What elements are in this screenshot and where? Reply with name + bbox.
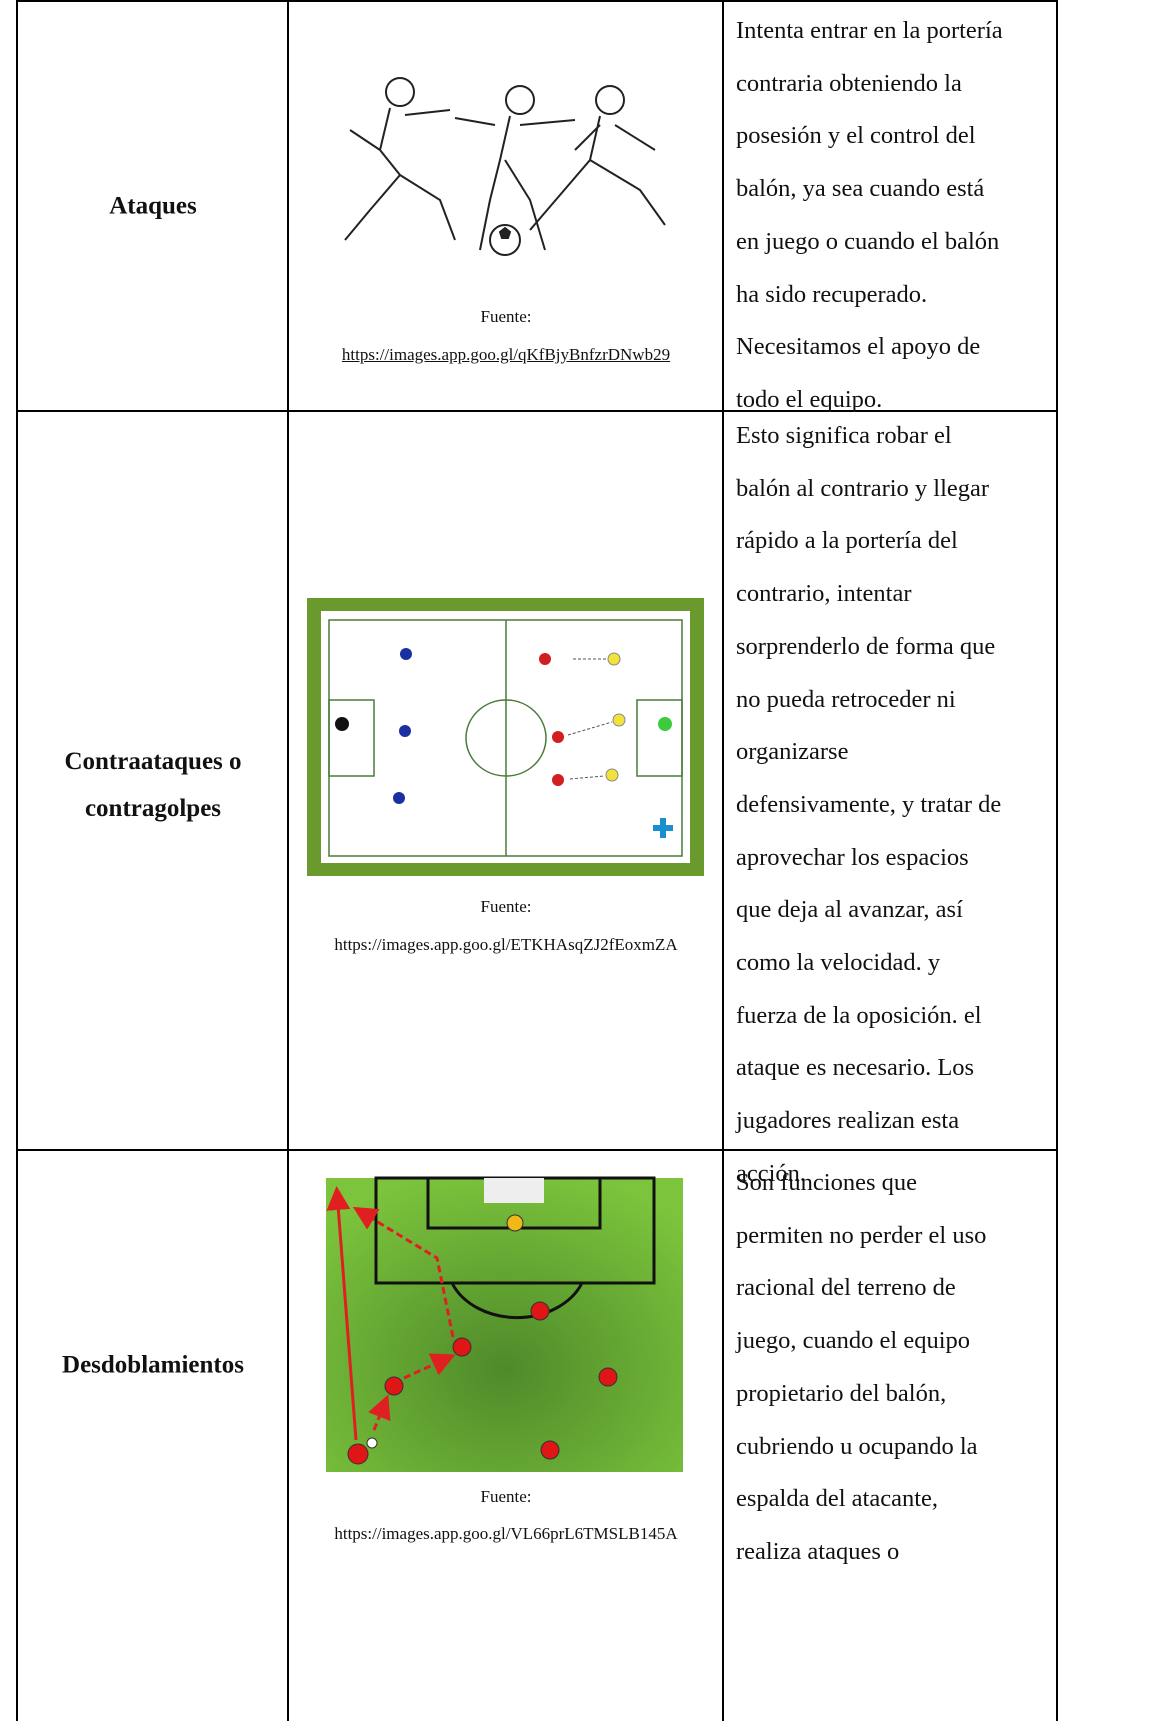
description: Son funciones que permiten no perder el u… [736, 1157, 1056, 1579]
description: Esto significa robar el balón al contrari… [736, 410, 1056, 1201]
description-line: Son funciones que [736, 1169, 917, 1196]
concept: Desdoblamientos [62, 1351, 244, 1379]
description-line: racional del terreno de [736, 1274, 956, 1302]
description-line: Esto significa robar el [736, 422, 952, 449]
description-line: acción. [736, 1159, 807, 1187]
description-line: propietario del balón, [736, 1379, 947, 1407]
source-url: https://images.app.goo.gl/VL66prL6TMSLB1… [334, 1524, 678, 1543]
description-line: como la velocidad. y [736, 949, 941, 977]
concept: Contraataques o contragolpes [64, 748, 242, 822]
description: Intenta entrar en la portería contraria o… [736, 5, 1056, 427]
description-line: en juego o cuando el balón [736, 227, 1000, 255]
description-line: Necesitamos el apoyo de [736, 333, 981, 361]
description-line: rápido a la portería del [736, 527, 958, 555]
description-line: realiza ataques o [736, 1537, 900, 1565]
caption-label: Fuente: [480, 1487, 532, 1506]
description-line: sorprenderlo de forma que [736, 632, 996, 660]
description-line: balón, ya sea cuando está [736, 175, 985, 203]
description-line: espalda del atacante, [736, 1485, 939, 1513]
description-line: Intenta entrar en la portería [736, 17, 1003, 44]
description-line: que deja al avanzar, así [736, 896, 963, 924]
description-line: permiten no perder el uso [736, 1221, 987, 1249]
description-line: contraria obteniendo la [736, 69, 962, 97]
description-line: ha sido recuperado. [736, 280, 928, 308]
description-line: cubriendo u ocupando la [736, 1432, 978, 1460]
description-line: defensivamente, y tratar de [736, 790, 1002, 818]
description-line: contrario, intentar [736, 580, 912, 608]
pitch-diagram [326, 1176, 683, 1472]
source-url[interactable]: https://images.app.goo.gl/qKfBjyBnfzrDNw… [341, 345, 671, 364]
players-sketch [344, 77, 666, 256]
description-line: aprovechar los espacios [736, 843, 969, 871]
caption-label: Fuente: [480, 307, 532, 326]
description-line: ataque es necesario. Los [736, 1054, 975, 1082]
description-line: todo el equipo. [736, 385, 883, 413]
concept: Ataques [109, 192, 197, 220]
caption-label: Fuente: [480, 897, 532, 916]
description-line: jugadores realizan esta [736, 1107, 960, 1135]
description-line: juego, cuando el equipo [736, 1327, 971, 1355]
description-line: organizarse [736, 738, 849, 766]
description-line: balón al contrario y llegar [736, 474, 990, 502]
field-diagram [307, 598, 704, 876]
description-line: fuerza de la oposición. el [736, 1001, 982, 1029]
source-url: https://images.app.goo.gl/ETKHAsqZJ2fEox… [334, 935, 678, 954]
description-line: posesión y el control del [736, 122, 976, 150]
description-line: no pueda retroceder ni [736, 685, 956, 713]
table-borders [16, 0, 1058, 1721]
